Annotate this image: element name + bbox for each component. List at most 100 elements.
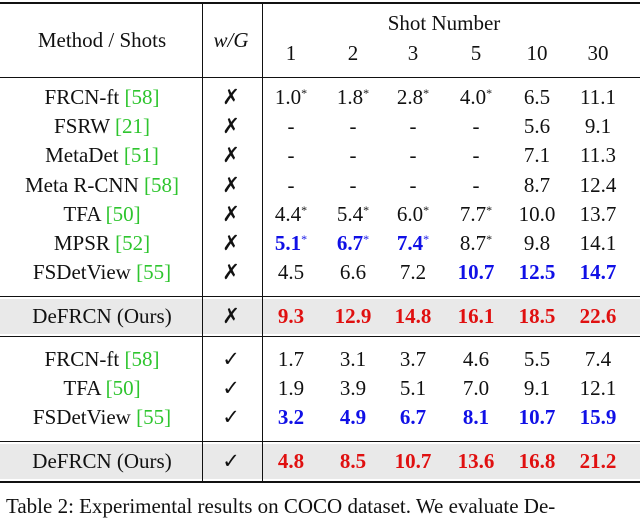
citation-link[interactable]: [58] [124,347,160,371]
value-cell: 13.6 [458,448,495,474]
method-name: Meta R-CNN [58] [25,172,179,198]
value-cell: 18.5 [519,303,556,329]
method-label: MPSR [53,231,116,255]
value-text: 12.4 [579,173,617,197]
value-cell: 5.1* [275,230,307,256]
value-text: 12.1 [579,376,617,400]
value-cell: 12.1 [580,375,617,401]
asterisk-mark: * [301,232,308,246]
value-text: 7.2 [399,260,427,284]
value-cell: 7.2 [400,259,426,285]
citation-link[interactable]: [55] [136,405,172,429]
value-cell: 13.7 [580,201,617,227]
method-name: FSRW [21] [54,113,150,139]
wg-mark: ✓ [222,347,240,371]
value-cell: 6.7* [337,230,369,256]
value-cell: 5.4* [337,201,369,227]
value-text: 6.7 [399,405,427,429]
value-cell: - [288,172,295,198]
table-caption: Table 2: Experimental results on COCO da… [6,494,556,518]
value-cell: 9.1 [524,375,550,401]
method-name: FRCN-ft [58] [45,84,160,110]
method-name: TFA [50] [63,201,140,227]
citation-link[interactable]: [51] [123,143,159,167]
value-text: 4.0 [459,85,487,109]
asterisk-mark: * [363,232,370,246]
shot-number-header: Shot Number [387,11,501,35]
value-text: 13.7 [579,202,617,226]
value-text: - [349,173,357,197]
value-text: 6.0 [396,202,424,226]
value-text: - [409,114,417,138]
method-label: FRCN-ft [44,85,125,109]
value-text: - [287,114,295,138]
value-cell: 8.7* [460,230,492,256]
citation-link[interactable]: [55] [136,260,172,284]
value-cell: 7.1 [524,142,550,168]
asterisk-mark: * [301,86,308,100]
value-cell: 4.9 [340,404,366,430]
method-name: FSDetView [55] [33,259,171,285]
wg-mark: ✗ [222,85,240,109]
value-cell: 15.9 [580,404,617,430]
table-rule [0,2,640,4]
asterisk-mark: * [423,203,430,217]
value-text: - [287,143,295,167]
column-divider [202,4,203,481]
value-text: 1.8 [336,85,364,109]
value-cell: 1.0* [275,84,307,110]
wg-mark: ✗ [222,173,240,197]
shot-column-header: 3 [407,41,419,65]
method-label: FRCN-ft [44,347,125,371]
value-text: 10.7 [518,405,556,429]
value-cell: 4.5 [278,259,304,285]
value-cell: 2.8* [397,84,429,110]
citation-link[interactable]: [58] [144,173,179,197]
method-name: DeFRCN (Ours) [32,448,171,474]
value-text: 7.7 [459,202,487,226]
value-cell: 22.6 [580,303,617,329]
citation-link[interactable]: [50] [105,376,141,400]
column-divider [262,4,263,481]
value-cell: 11.3 [580,142,616,168]
value-text: 5.4 [336,202,364,226]
value-cell: 12.4 [580,172,617,198]
value-cell: - [473,172,480,198]
value-text: 14.8 [394,304,432,328]
value-text: 7.4 [396,231,424,255]
value-cell: 3.7 [400,346,426,372]
method-label: DeFRCN (Ours) [32,449,172,473]
value-cell: 14.1 [580,230,617,256]
citation-link[interactable]: [52] [115,231,151,255]
asterisk-mark: * [301,203,308,217]
value-text: 2.8 [396,85,424,109]
value-cell: 6.6 [340,259,366,285]
asterisk-mark: * [363,86,370,100]
value-text: 6.7 [336,231,364,255]
table-rule [0,336,640,337]
value-cell: - [288,113,295,139]
column-header-method: Method / Shots [37,28,167,52]
method-name: FSDetView [55] [33,404,171,430]
value-text: 15.9 [579,405,617,429]
value-text: 22.6 [579,304,617,328]
value-cell: 9.3 [278,303,304,329]
value-text: - [472,143,480,167]
citation-link[interactable]: [21] [114,114,150,138]
value-text: 14.7 [579,260,617,284]
value-text: 5.1 [399,376,427,400]
value-cell: - [350,113,357,139]
wg-mark: ✗ [222,202,240,226]
value-cell: - [410,113,417,139]
value-text: 5.5 [523,347,551,371]
value-text: 9.8 [523,231,551,255]
value-cell: 4.8 [278,448,304,474]
citation-link[interactable]: [50] [105,202,141,226]
value-text: 6.6 [339,260,367,284]
citation-link[interactable]: [58] [124,85,160,109]
value-cell: 5.5 [524,346,550,372]
wg-mark: ✗ [222,231,240,255]
value-cell: 16.1 [458,303,495,329]
value-text: 11.3 [580,143,616,167]
